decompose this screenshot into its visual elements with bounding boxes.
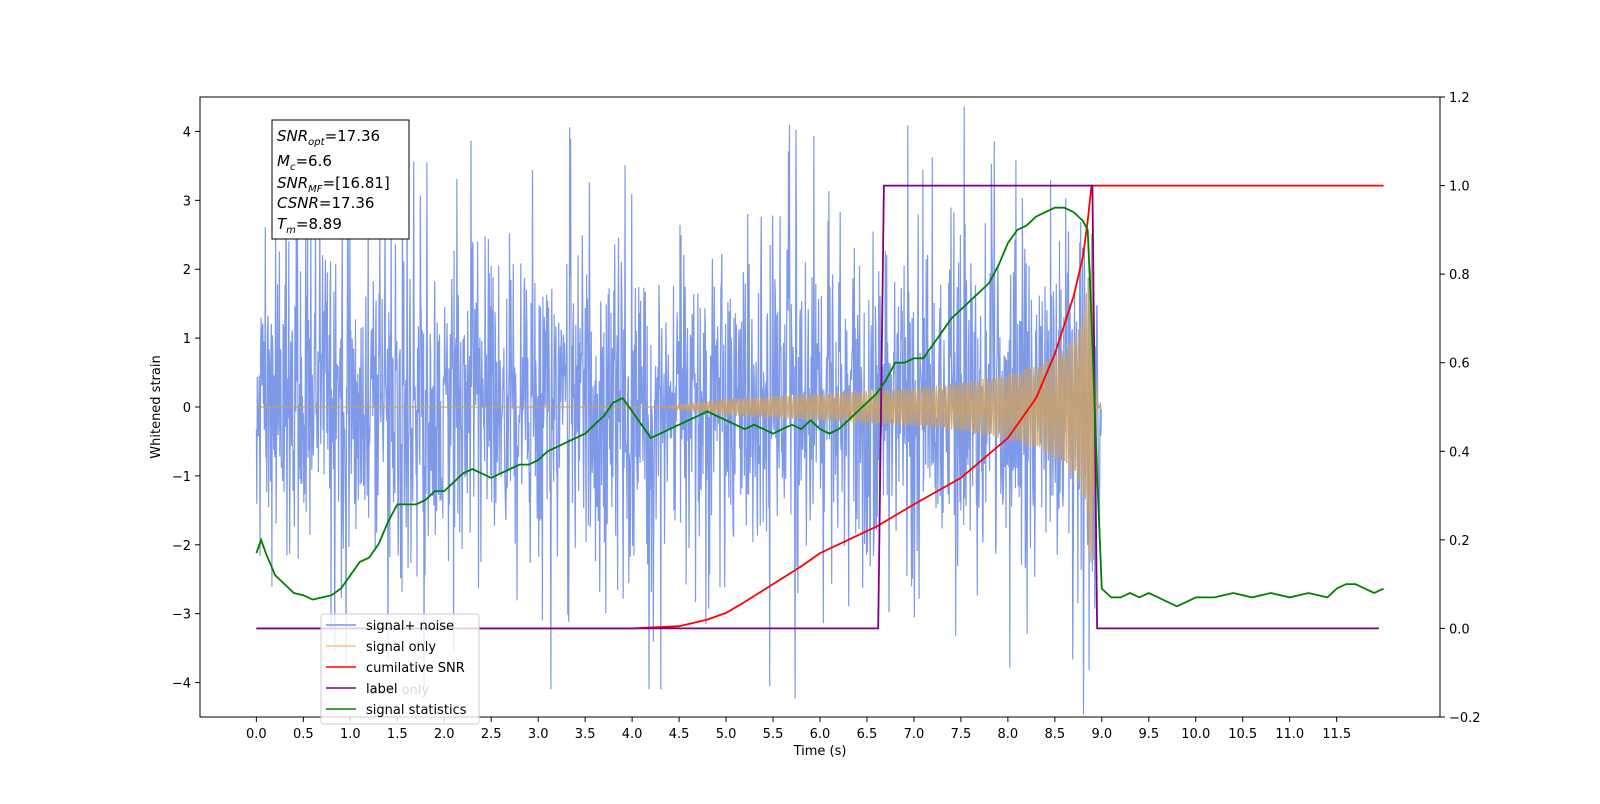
x-tick-label: 8.0 <box>998 727 1019 742</box>
series-signal-statistics-line <box>255 206 1384 608</box>
y2-tick-label: −0.2 <box>1449 711 1481 726</box>
x-tick-label: 10.0 <box>1181 727 1210 742</box>
x-tick-label: 0.0 <box>246 727 267 742</box>
series-group <box>255 106 1384 715</box>
legend-frame <box>320 613 480 725</box>
x-axis-label: Time (s) <box>793 744 847 759</box>
y-tick-label: −3 <box>172 608 191 623</box>
info-box-frame <box>271 119 410 240</box>
x-tick-label: 9.5 <box>1138 727 1159 742</box>
x-tick-label: 8.5 <box>1045 727 1066 742</box>
x-tick-label: 4.5 <box>669 727 690 742</box>
legend-hidden-label: label only <box>366 683 429 698</box>
info-line-snr-opt: SNRopt=17.36 <box>277 127 380 148</box>
y-tick-label: 0 <box>183 401 191 416</box>
y-tick-label: −2 <box>172 539 191 554</box>
series-signal-noise-line <box>255 106 1102 715</box>
x-tick-label: 10.5 <box>1228 727 1257 742</box>
legend-label-label: label <box>366 682 397 697</box>
x-tick-label: 11.5 <box>1322 727 1351 742</box>
y-tick-label: 3 <box>183 194 191 209</box>
x-tick-label: 11.0 <box>1275 727 1304 742</box>
x-tick-label: 5.0 <box>716 727 737 742</box>
x-tick-label: 9.0 <box>1091 727 1112 742</box>
x-tick-label: 7.0 <box>904 727 925 742</box>
y2-tick-label: 0.6 <box>1449 357 1470 372</box>
x-tick-label: 0.5 <box>293 727 314 742</box>
y2-tick-label: 1.2 <box>1449 91 1470 106</box>
info-line-tm: Tm=8.89 <box>277 215 342 236</box>
legend-label-signal-noise: signal+ noise <box>366 619 454 634</box>
y-tick-label: −1 <box>172 470 191 485</box>
x-tick-label: 6.0 <box>810 727 831 742</box>
y-tick-label: 1 <box>183 332 191 347</box>
x-tick-label: 1.0 <box>340 727 361 742</box>
info-line-mc: Mc=6.6 <box>277 152 332 173</box>
x-tick-label: 2.5 <box>481 727 502 742</box>
legend-label-signal-only: signal only <box>366 640 436 655</box>
series-cumulative-snr-line <box>256 184 1384 630</box>
legend-label-signal-statistics: signal statistics <box>366 703 467 718</box>
y-axis-label: Whitened strain <box>149 355 164 458</box>
info-line-csnr: CSNR=17.36 <box>277 194 374 212</box>
x-tick-label: 4.0 <box>622 727 643 742</box>
x-tick-label: 3.5 <box>575 727 596 742</box>
x-tick-label: 3.0 <box>528 727 549 742</box>
series-label-line <box>256 184 1379 630</box>
y-tick-label: 2 <box>183 263 191 278</box>
legend-label-cumulative-snr: cumilative SNR <box>366 661 465 676</box>
y-tick-label: 4 <box>183 125 191 140</box>
y-tick-label: −4 <box>172 677 191 692</box>
x-tick-label: 6.5 <box>857 727 878 742</box>
info-line-snr-mf: SNRMF=[16.81] <box>277 174 390 195</box>
x-tick-label: 2.0 <box>434 727 455 742</box>
y2-tick-label: 0.4 <box>1449 445 1470 460</box>
y2-tick-label: 1.0 <box>1449 180 1470 195</box>
y-axis-left: 4 3 2 1 0 −1 −2 −3 −4 <box>172 125 200 692</box>
y2-tick-label: 0.8 <box>1449 268 1470 283</box>
x-tick-label: 1.5 <box>387 727 408 742</box>
info-box: SNRopt=17.36 Mc=6.6 SNRMF=[16.81] CSNR=1… <box>271 119 410 240</box>
y2-tick-label: 0.2 <box>1449 534 1470 549</box>
legend: label only signal+ noise signal only cum… <box>320 613 480 725</box>
y-axis-right: 1.2 1.0 0.8 0.6 0.4 0.2 0.0 −0.2 <box>1440 91 1481 726</box>
x-tick-label: 7.5 <box>951 727 972 742</box>
x-axis: 0.0 0.5 1.0 1.5 2.0 2.5 3.0 3.5 4.0 4.5 5.0 5.5 6.0 6… <box>246 717 1351 742</box>
series-signal-only-line <box>256 233 1102 563</box>
x-tick-label: 5.5 <box>763 727 784 742</box>
y2-tick-label: 0.0 <box>1449 622 1470 637</box>
